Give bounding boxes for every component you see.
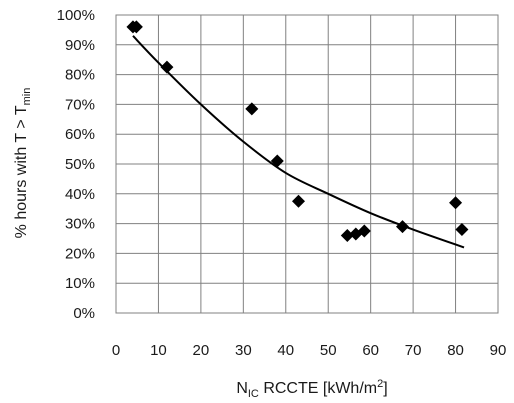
x-tick-label: 80 (447, 342, 464, 359)
data-point (292, 194, 306, 208)
x-tick-label: 60 (362, 342, 379, 359)
data-point (129, 20, 143, 34)
data-point (357, 224, 371, 238)
x-axis-title-end: ] (383, 380, 387, 397)
trendline (132, 35, 465, 249)
y-tick-label: 70% (65, 96, 95, 113)
data-point (396, 220, 409, 234)
x-axis-ticks: 0 10 20 30 40 50 60 70 80 90 (112, 342, 507, 359)
y-axis-title-sub: min (21, 88, 33, 106)
x-axis-title-sup: 2 (377, 378, 383, 390)
y-tick-label: 50% (65, 156, 95, 173)
y-tick-label: 10% (65, 275, 95, 292)
y-axis-title-main: % hours with T > T (13, 105, 30, 238)
y-tick-label: 0% (73, 305, 95, 322)
y-axis-title: % hours with T > Tmin (13, 88, 33, 239)
data-point (455, 223, 469, 237)
data-point (270, 154, 284, 168)
y-tick-label: 40% (65, 186, 95, 203)
grid-lines (115, 14, 499, 314)
x-tick-label: 20 (193, 342, 210, 359)
x-tick-label: 50 (320, 342, 337, 359)
x-tick-label: 40 (277, 342, 294, 359)
data-points (126, 20, 469, 243)
data-point (160, 60, 174, 74)
x-axis-title-main: N (236, 380, 248, 397)
data-point (340, 229, 354, 243)
x-tick-label: 30 (235, 342, 252, 359)
y-axis-ticks: 0% 10% 20% 30% 40% 50% 60% 70% 80% 90% 100% (57, 7, 95, 322)
x-axis-title-rest: RCCTE [kWh/m (259, 380, 377, 397)
x-tick-label: 70 (405, 342, 422, 359)
y-tick-label: 60% (65, 126, 95, 143)
y-tick-label: 90% (65, 37, 95, 54)
y-tick-label: 100% (57, 7, 95, 24)
x-tick-label: 90 (490, 342, 507, 359)
x-tick-label: 10 (150, 342, 167, 359)
x-axis-title: NIC RCCTE [kWh/m2] (236, 378, 387, 400)
y-tick-label: 80% (65, 67, 95, 84)
plot-area-frame (115, 14, 499, 314)
y-tick-label: 20% (65, 245, 95, 262)
data-point (449, 196, 463, 210)
y-tick-label: 30% (65, 216, 95, 233)
x-axis-title-sub: IC (248, 388, 259, 400)
data-point (245, 102, 259, 116)
x-tick-label: 0 (112, 342, 120, 359)
